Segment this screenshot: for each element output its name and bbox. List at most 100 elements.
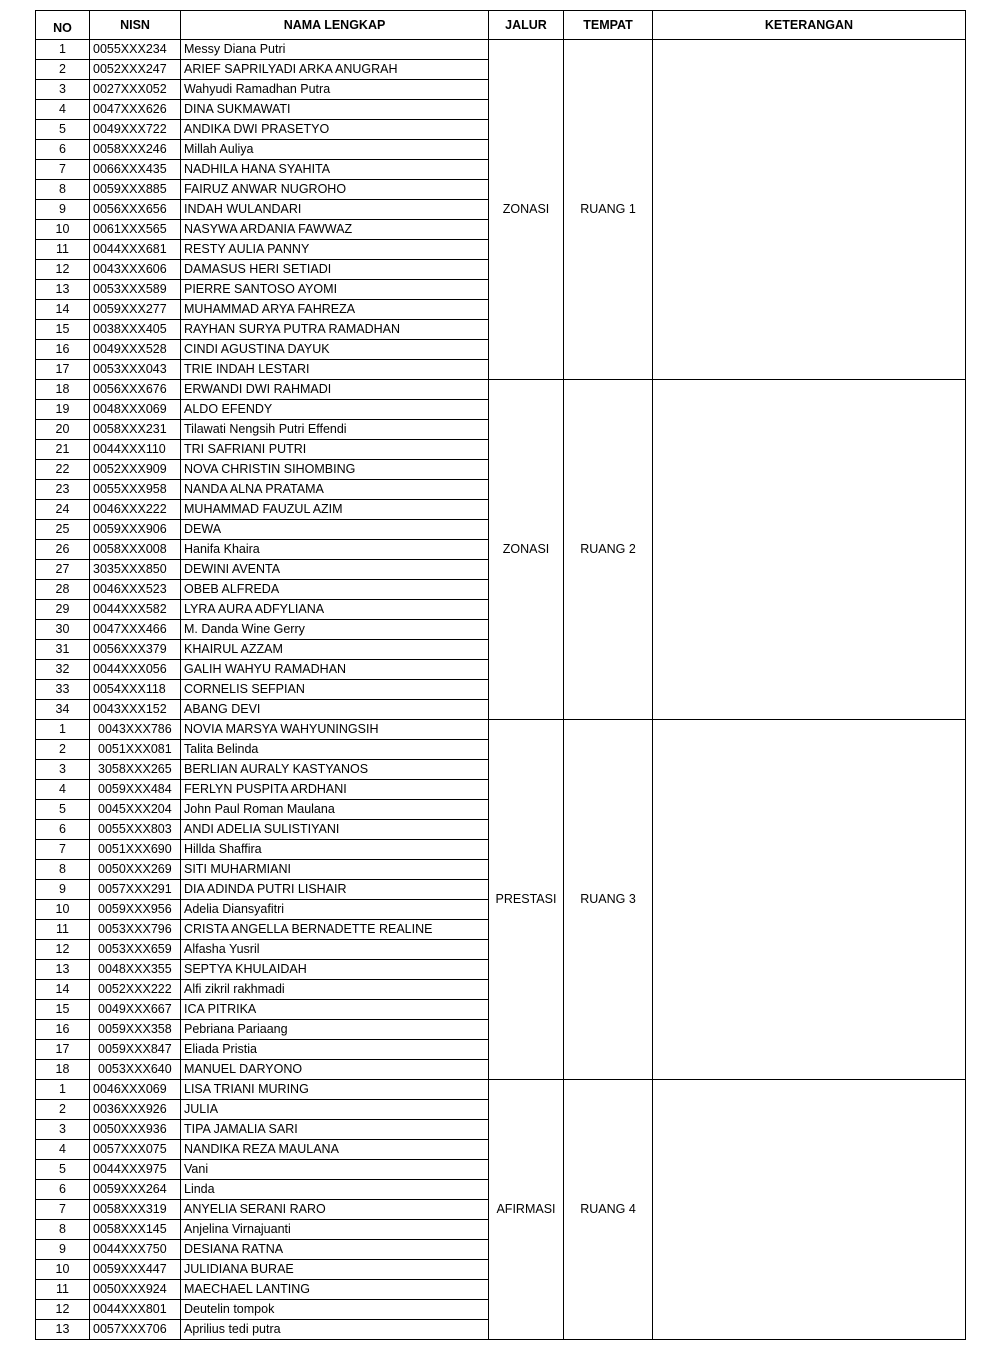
- row-no: 14: [35, 299, 90, 320]
- row-nisn: 0043XXX786: [89, 719, 181, 740]
- row-nama: NOVIA MARSYA WAHYUNINGSIH: [180, 719, 489, 740]
- row-no: 21: [35, 439, 90, 460]
- row-nama: MAECHAEL LANTING: [180, 1279, 489, 1300]
- table-row: 20 0058XXX231 Tilawati Nengsih Putri Effen…: [35, 419, 966, 440]
- row-nisn: 0048XXX069: [89, 399, 181, 420]
- row-nama: SEPTYA KHULAIDAH: [180, 959, 489, 980]
- row-nisn: 0043XXX606: [89, 259, 181, 280]
- table-row: 5 0045XXX204 John Paul Roman Maulana: [35, 799, 966, 820]
- table-row: 6 0055XXX803 ANDI ADELIA SULISTIYANI: [35, 819, 966, 840]
- row-no: 19: [35, 399, 90, 420]
- row-no: 8: [35, 859, 90, 880]
- row-nisn: 0055XXX958: [89, 479, 181, 500]
- row-no: 6: [35, 1179, 90, 1200]
- table-row: 8 0050XXX269 SITI MUHARMIANI: [35, 859, 966, 880]
- table-row: 3 3058XXX265 BERLIAN AURALY KASTYANOS: [35, 759, 966, 780]
- row-no: 26: [35, 539, 90, 560]
- row-nisn: 0057XXX075: [89, 1139, 181, 1160]
- table-row: 12 0053XXX659 Alfasha Yusril: [35, 939, 966, 960]
- header-keterangan: KETERANGAN: [652, 10, 966, 40]
- row-nisn: 0043XXX152: [89, 699, 181, 720]
- row-nama: ABANG DEVI: [180, 699, 489, 720]
- row-no: 17: [35, 359, 90, 380]
- row-nisn: 0059XXX358: [89, 1019, 181, 1040]
- table-row: 2 0052XXX247 ARIEF SAPRILYADI ARKA ANUGRAH: [35, 59, 966, 80]
- row-nisn: 0053XXX589: [89, 279, 181, 300]
- row-nisn: 0058XXX319: [89, 1199, 181, 1220]
- row-nama: TRI SAFRIANI PUTRI: [180, 439, 489, 460]
- row-no: 22: [35, 459, 90, 480]
- table-row: 34 0043XXX152 ABANG DEVI: [35, 699, 966, 720]
- row-nama: Adelia Diansyafitri: [180, 899, 489, 920]
- row-nisn: 0047XXX626: [89, 99, 181, 120]
- header-nama: NAMA LENGKAP: [180, 10, 489, 40]
- row-nisn: 0044XXX681: [89, 239, 181, 260]
- row-nama: ANDIKA DWI PRASETYO: [180, 119, 489, 140]
- row-no: 5: [35, 799, 90, 820]
- row-no: 9: [35, 1239, 90, 1260]
- row-nama: Deutelin tompok: [180, 1299, 489, 1320]
- row-nisn: 0056XXX379: [89, 639, 181, 660]
- table-row: 11 0050XXX924 MAECHAEL LANTING: [35, 1279, 966, 1300]
- row-nama: LYRA AURA ADFYLIANA: [180, 599, 489, 620]
- row-nama: CORNELIS SEFPIAN: [180, 679, 489, 700]
- group-jalur: PRESTASI: [488, 719, 564, 1080]
- row-nama: ALDO EFENDY: [180, 399, 489, 420]
- row-no: 10: [35, 219, 90, 240]
- row-no: 2: [35, 59, 90, 80]
- row-no: 16: [35, 339, 90, 360]
- row-nama: Alfi zikril rakhmadi: [180, 979, 489, 1000]
- row-nama: Millah Auliya: [180, 139, 489, 160]
- row-nama: NANDIKA REZA MAULANA: [180, 1139, 489, 1160]
- table-row: 2 0051XXX081 Talita Belinda: [35, 739, 966, 760]
- row-nama: MUHAMMAD ARYA FAHREZA: [180, 299, 489, 320]
- row-nama: Pebriana Pariaang: [180, 1019, 489, 1040]
- row-nisn: 0059XXX447: [89, 1259, 181, 1280]
- row-no: 20: [35, 419, 90, 440]
- row-no: 1: [35, 1079, 90, 1100]
- participant-table: NO NISN NAMA LENGKAP JALUR TEMPAT KETERA…: [35, 10, 966, 1340]
- table-row: 26 0058XXX008 Hanifa Khaira: [35, 539, 966, 560]
- row-nama: Aprilius tedi putra: [180, 1319, 489, 1340]
- table-row: 33 0054XXX118 CORNELIS SEFPIAN: [35, 679, 966, 700]
- header-nisn: NISN: [89, 10, 181, 40]
- group-jalur: ZONASI: [488, 379, 564, 720]
- row-nisn: 3058XXX265: [89, 759, 181, 780]
- row-nama: JULIA: [180, 1099, 489, 1120]
- row-no: 34: [35, 699, 90, 720]
- table-row: 23 0055XXX958 NANDA ALNA PRATAMA: [35, 479, 966, 500]
- row-nisn: 0027XXX052: [89, 79, 181, 100]
- row-nama: MUHAMMAD FAUZUL AZIM: [180, 499, 489, 520]
- row-no: 11: [35, 919, 90, 940]
- row-no: 28: [35, 579, 90, 600]
- row-nisn: 0053XXX659: [89, 939, 181, 960]
- table-row: 32 0044XXX056 GALIH WAHYU RAMADHAN: [35, 659, 966, 680]
- row-no: 14: [35, 979, 90, 1000]
- row-no: 23: [35, 479, 90, 500]
- row-no: 13: [35, 279, 90, 300]
- row-no: 4: [35, 99, 90, 120]
- row-no: 27: [35, 559, 90, 580]
- row-nama: DAMASUS HERI SETIADI: [180, 259, 489, 280]
- row-nisn: 0059XXX885: [89, 179, 181, 200]
- row-nama: Hillda Shaffira: [180, 839, 489, 860]
- table-row: 28 0046XXX523 OBEB ALFREDA: [35, 579, 966, 600]
- row-nama: TRIE INDAH LESTARI: [180, 359, 489, 380]
- row-no: 30: [35, 619, 90, 640]
- row-no: 6: [35, 819, 90, 840]
- row-nisn: 0053XXX043: [89, 359, 181, 380]
- table-row: 18 0053XXX640 MANUEL DARYONO: [35, 1059, 966, 1080]
- row-nisn: 0061XXX565: [89, 219, 181, 240]
- group-tempat: RUANG 3: [563, 719, 653, 1080]
- row-nama: MANUEL DARYONO: [180, 1059, 489, 1080]
- table-row: 4 0057XXX075 NANDIKA REZA MAULANA: [35, 1139, 966, 1160]
- row-nama: ERWANDI DWI RAHMADI: [180, 379, 489, 400]
- row-no: 2: [35, 1099, 90, 1120]
- row-no: 24: [35, 499, 90, 520]
- table-row: 4 0047XXX626 DINA SUKMAWATI: [35, 99, 966, 120]
- table-row: 3 0050XXX936 TIPA JAMALIA SARI: [35, 1119, 966, 1140]
- row-nisn: 0052XXX909: [89, 459, 181, 480]
- table-row: 17 0059XXX847 Eliada Pristia: [35, 1039, 966, 1060]
- row-nisn: 0044XXX975: [89, 1159, 181, 1180]
- row-nama: DIA ADINDA PUTRI LISHAIR: [180, 879, 489, 900]
